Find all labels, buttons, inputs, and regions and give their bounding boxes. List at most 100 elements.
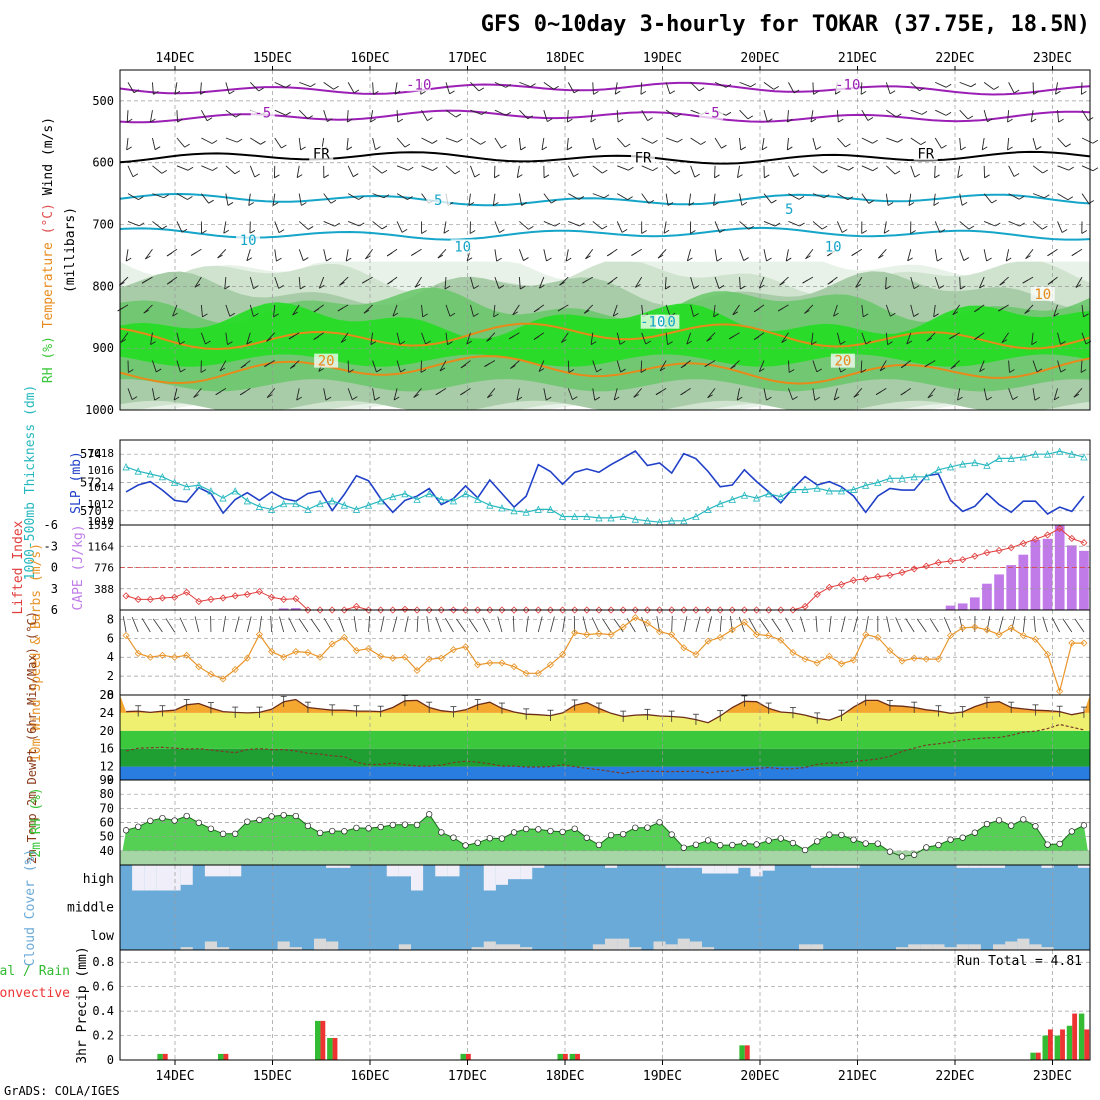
wind-barb — [860, 360, 863, 373]
wind-barb — [274, 137, 282, 149]
wind-barb — [1019, 222, 1025, 227]
wind-barb — [957, 174, 963, 179]
wind-barb — [474, 173, 480, 178]
wind-barb — [759, 368, 765, 372]
thickness-marker — [692, 512, 700, 520]
rh-marker — [886, 848, 894, 855]
wind-barb — [602, 169, 608, 174]
wind-barb — [248, 202, 254, 206]
wind-barb — [837, 193, 848, 201]
wind10m-barb — [886, 616, 891, 633]
wind-barb — [541, 137, 545, 150]
rh-marker — [341, 828, 348, 835]
wind-barb — [978, 276, 985, 289]
wind-barb — [1058, 118, 1064, 123]
wind-barb — [613, 396, 620, 401]
wind-barb — [372, 165, 383, 174]
wind-barb — [253, 285, 259, 290]
precip-conv-bar — [562, 1053, 568, 1060]
cloud-bar — [483, 941, 496, 950]
wind-barb — [606, 252, 613, 257]
wind10m-marker — [680, 644, 688, 652]
wind-barb — [421, 165, 433, 171]
wind-barb — [557, 307, 564, 312]
wind-barb — [838, 118, 844, 123]
li-marker — [583, 606, 591, 614]
wind-barb — [470, 137, 481, 145]
wind-barb — [561, 339, 567, 343]
wind-barb — [706, 332, 716, 342]
wind-barb — [1001, 339, 1008, 344]
cloud-bar — [835, 865, 848, 868]
wind10m-barb — [525, 616, 529, 633]
precip-total-bar — [1078, 1013, 1085, 1060]
contour-label: 10 — [454, 239, 471, 255]
contour-label: -10 — [640, 315, 665, 331]
wind-barb — [908, 193, 912, 206]
rh-marker — [135, 823, 142, 830]
wind-barb — [959, 137, 962, 150]
cloud-bg — [120, 865, 1090, 950]
wind-barb — [787, 118, 793, 123]
wind-barb — [486, 337, 492, 342]
wind-barb — [793, 89, 800, 94]
wind-barb — [627, 196, 633, 201]
cape-bar — [278, 608, 289, 610]
cloud-bar — [956, 865, 969, 868]
wind-barb — [906, 332, 912, 345]
rh-marker — [183, 812, 190, 820]
cloud-bar — [277, 941, 290, 950]
wind-barb — [680, 391, 686, 396]
wind-barb — [837, 165, 849, 171]
cloud-bar — [1041, 947, 1054, 950]
li-marker — [643, 606, 652, 614]
wind-barb — [631, 252, 637, 256]
wind-barb — [1007, 146, 1013, 151]
wind10m-barb — [998, 616, 1004, 633]
cape-ylabel: CAPE (J/kg) — [71, 524, 86, 610]
top-date-label: 17DEC — [448, 51, 487, 66]
wind-barb — [539, 284, 545, 289]
wind-barb — [690, 304, 695, 317]
rh-tick-label: 70 — [100, 801, 114, 815]
rh-marker — [862, 840, 869, 847]
wind-barb — [788, 360, 790, 373]
wind-barb — [616, 137, 626, 148]
slp-tick-label: 1018 — [88, 447, 115, 460]
wind-barb — [910, 137, 922, 145]
wind10m-barb — [895, 617, 903, 633]
thickness-marker — [801, 485, 809, 493]
precip-total-label: Total / Rain — [0, 964, 70, 979]
cape-tick-label: 1552 — [88, 519, 115, 532]
wind-barb — [624, 143, 631, 148]
wind-barb — [732, 304, 740, 316]
wind-barb — [533, 308, 540, 313]
wind-barb — [421, 230, 427, 234]
rh-marker — [474, 839, 481, 846]
wind10m-barb — [288, 617, 297, 633]
wind-barb — [878, 254, 884, 259]
wind-barb — [538, 360, 545, 372]
cloud-bar — [932, 944, 945, 950]
wind-barb — [590, 341, 597, 346]
wind-barb — [763, 249, 767, 262]
contour-label-bg — [426, 192, 451, 207]
wind10m-barb — [122, 616, 127, 633]
wind-barb — [352, 173, 359, 178]
cloud-bar — [896, 947, 909, 950]
wind-barb — [546, 396, 552, 401]
wind-barb — [154, 396, 160, 401]
temp-band — [120, 766, 1090, 780]
wind-barb — [855, 276, 863, 288]
isotherm-line — [119, 226, 1091, 241]
wind-barb — [767, 118, 773, 123]
li-marker — [522, 606, 530, 614]
wind10m-marker — [207, 670, 215, 678]
wind-barb — [127, 82, 135, 93]
dewpt-line — [125, 723, 1085, 774]
wind-barb — [200, 332, 206, 345]
li-marker — [946, 557, 955, 565]
wind-barb — [274, 81, 286, 88]
wind-barb — [131, 396, 138, 401]
